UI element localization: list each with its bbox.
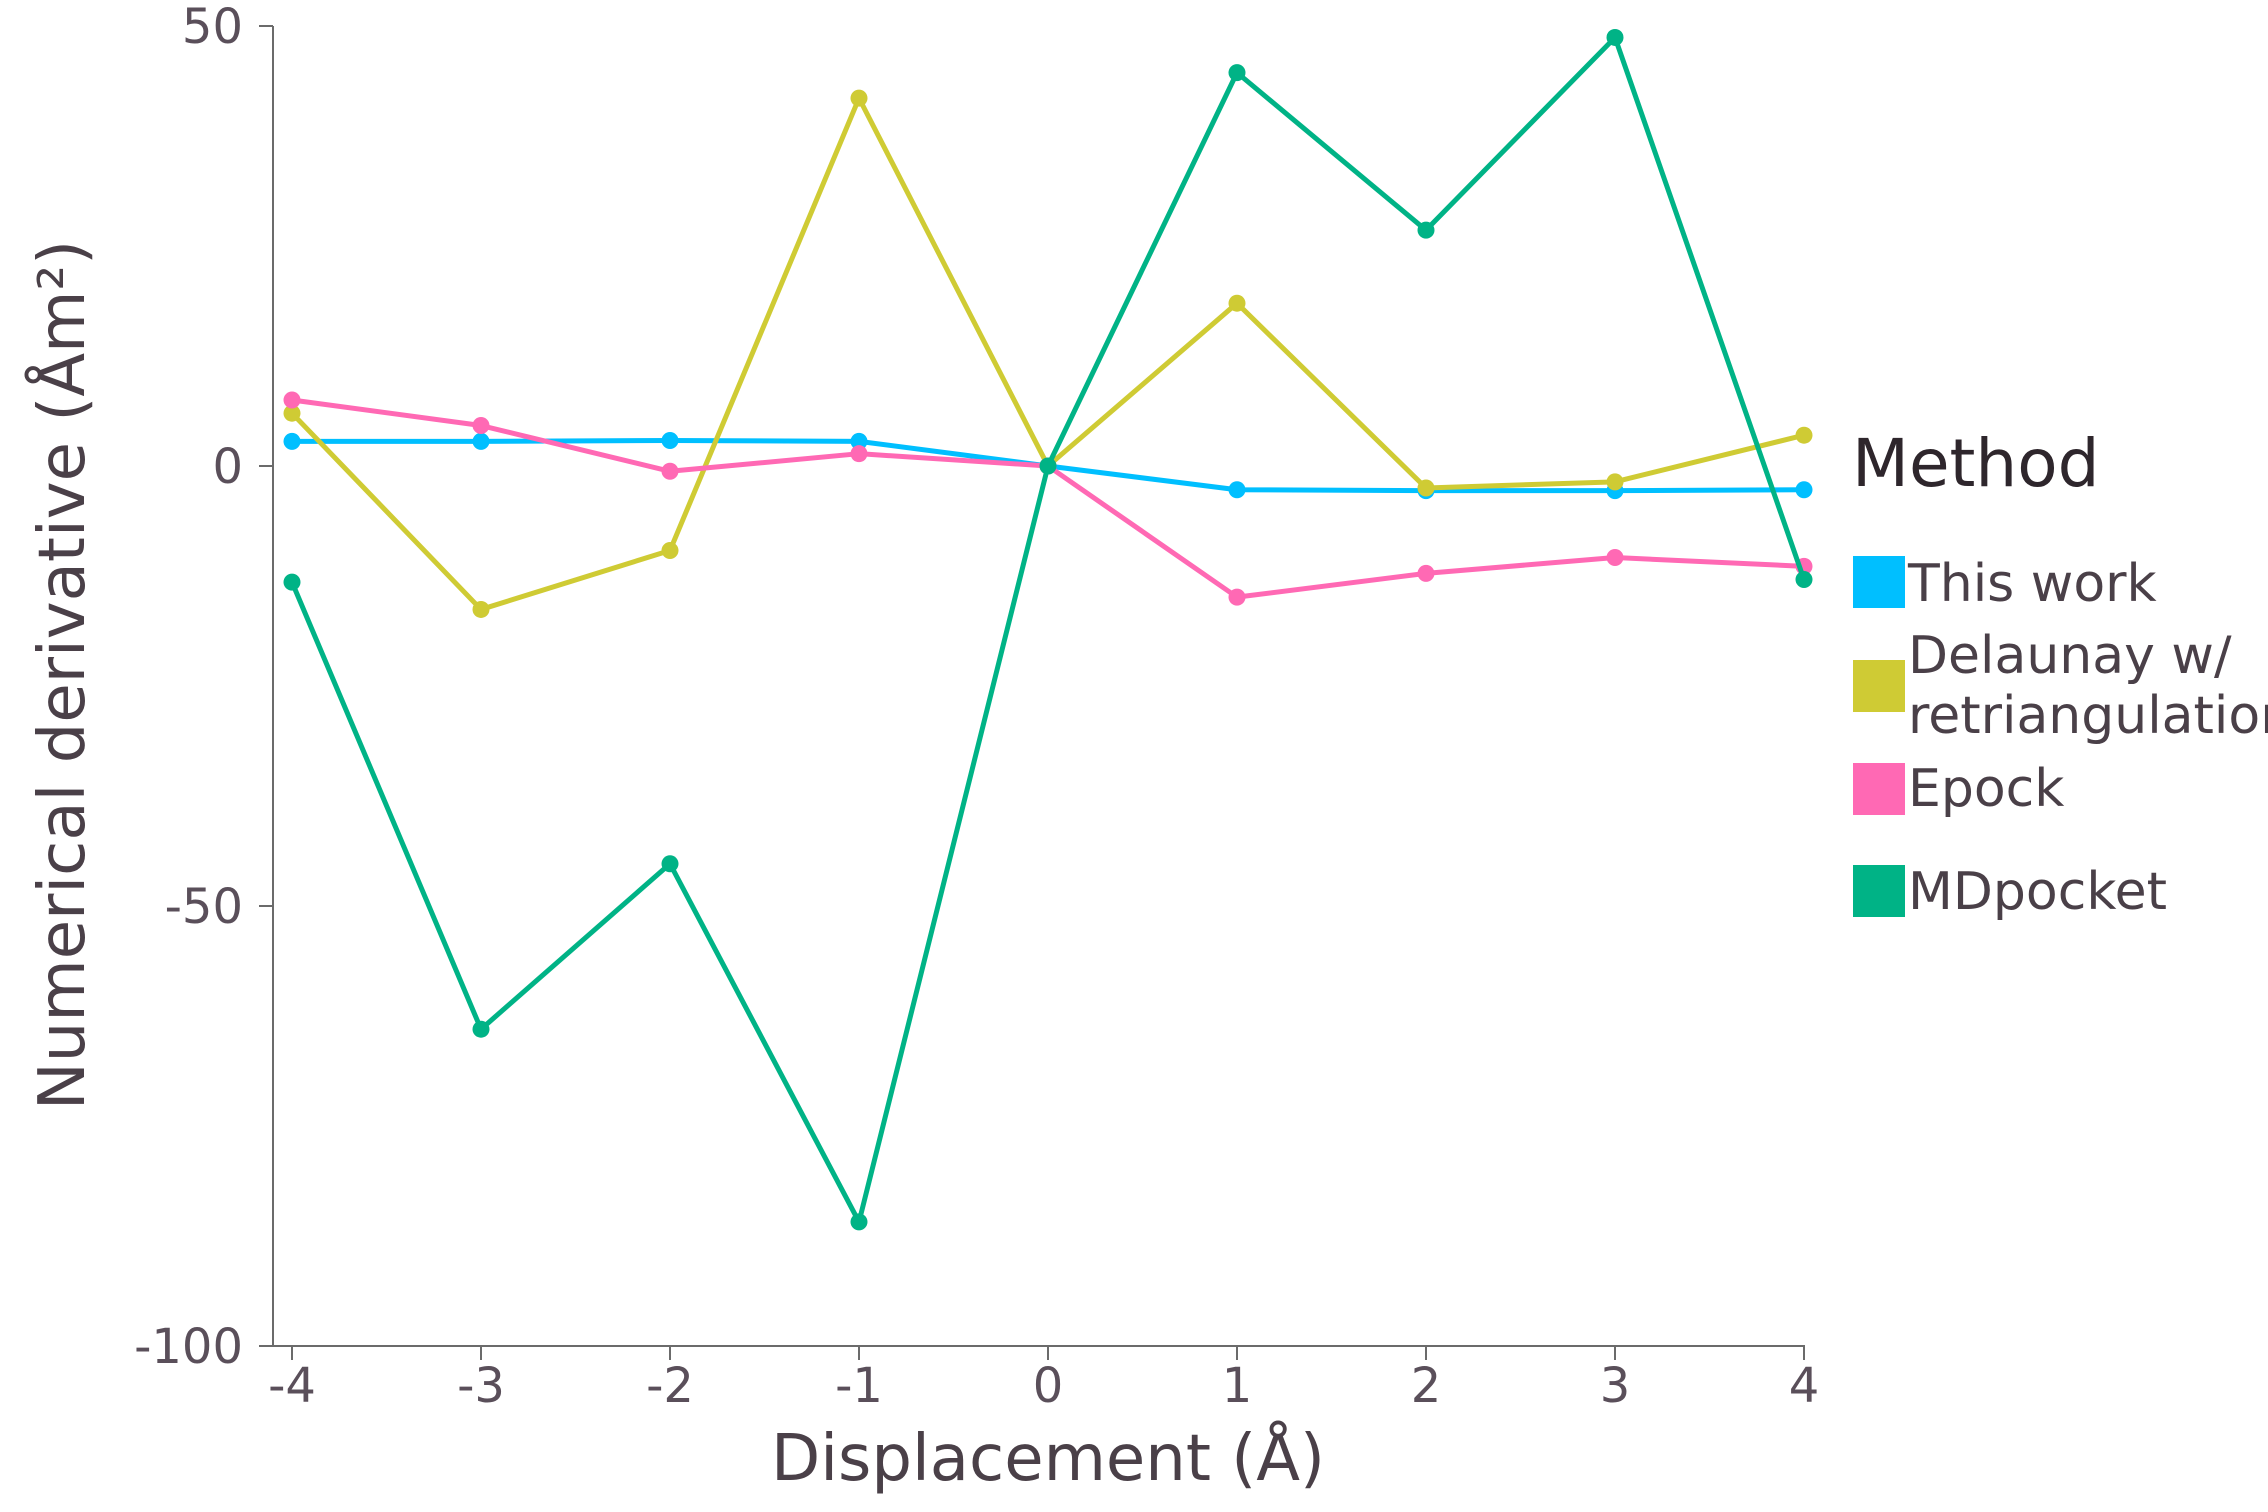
data-point-this-work: [472, 432, 490, 450]
data-point-mdpocket: [1228, 64, 1246, 82]
y-axis-title: Numerical derivative (Åm²): [24, 240, 100, 1110]
data-point-delaunay: [1417, 479, 1435, 497]
data-point-delaunay: [1228, 294, 1246, 312]
legend-swatch-epock: [1853, 763, 1905, 815]
x-tick-label: -3: [457, 1358, 505, 1414]
data-point-epock: [1417, 564, 1435, 582]
legend-swatch-delaunay: [1853, 660, 1905, 712]
data-point-this-work: [1795, 481, 1813, 499]
legend-swatch-mdpocket: [1853, 865, 1905, 917]
data-point-this-work: [661, 431, 679, 449]
data-point-epock: [283, 391, 301, 409]
data-point-epock: [472, 417, 490, 435]
data-point-this-work: [283, 432, 301, 450]
legend-label-epock: Epock: [1908, 759, 2064, 819]
data-point-epock: [661, 462, 679, 480]
y-tick-label: 0: [212, 439, 243, 495]
legend-label-this-work: This work: [1907, 554, 2157, 614]
legend-label-delaunay-line2: retriangulation: [1908, 686, 2268, 746]
data-point-mdpocket: [850, 1213, 868, 1231]
legend: Method This work Delaunay w/ retriangula…: [1852, 425, 2268, 922]
x-ticks: -4 -3 -2 -1 0 1 2 3 4: [268, 1346, 1819, 1414]
legend-label-delaunay-line1: Delaunay w/: [1908, 626, 2232, 686]
series-line-epock: [291, 397, 1805, 600]
x-tick-label: -4: [268, 1358, 316, 1414]
data-point-mdpocket: [1039, 457, 1057, 475]
x-tick-label: 2: [1411, 1358, 1442, 1414]
x-tick-label: 3: [1600, 1358, 1631, 1414]
y-tick-label: -100: [134, 1319, 243, 1375]
data-point-delaunay: [1795, 426, 1813, 444]
x-axis-title: Displacement (Å): [771, 1420, 1325, 1496]
x-tick-label: -1: [835, 1358, 883, 1414]
series-epock: [283, 391, 1813, 606]
data-point-epock: [850, 445, 868, 463]
legend-label-mdpocket: MDpocket: [1908, 862, 2167, 922]
data-point-mdpocket: [472, 1020, 490, 1038]
series-line-mdpocket: [289, 34, 1807, 1225]
x-tick-label: -2: [646, 1358, 694, 1414]
data-point-epock: [1228, 588, 1246, 606]
y-ticks: 50 0 -50 -100: [134, 0, 273, 1375]
data-point-this-work: [1228, 481, 1246, 499]
y-tick-label: 50: [182, 0, 243, 55]
axes: 50 0 -50 -100 -4 -3 -2 -1 0 1 2 3 4: [134, 0, 1819, 1414]
data-point-delaunay: [472, 600, 490, 618]
data-point-delaunay: [850, 89, 868, 107]
data-point-mdpocket: [283, 573, 301, 591]
data-point-this-work: [850, 432, 868, 450]
data-point-mdpocket: [1795, 571, 1813, 589]
data-point-epock: [1606, 549, 1624, 567]
data-point-delaunay: [1606, 473, 1624, 491]
series-line-delaunay: [290, 95, 1805, 612]
x-tick-label: 0: [1033, 1358, 1064, 1414]
data-point-mdpocket: [1417, 221, 1435, 239]
data-point-mdpocket: [1606, 28, 1624, 46]
x-tick-label: 4: [1789, 1358, 1820, 1414]
y-tick-label: -50: [165, 879, 243, 935]
data-point-delaunay: [661, 541, 679, 559]
data-point-mdpocket: [661, 855, 679, 873]
legend-swatch-this-work: [1853, 556, 1905, 608]
series-layer: [283, 28, 1813, 1231]
series-mdpocket: [283, 28, 1813, 1231]
x-tick-label: 1: [1222, 1358, 1253, 1414]
legend-title: Method: [1852, 425, 2100, 502]
series-delaunay: [283, 89, 1813, 618]
data-point-delaunay: [283, 404, 301, 422]
